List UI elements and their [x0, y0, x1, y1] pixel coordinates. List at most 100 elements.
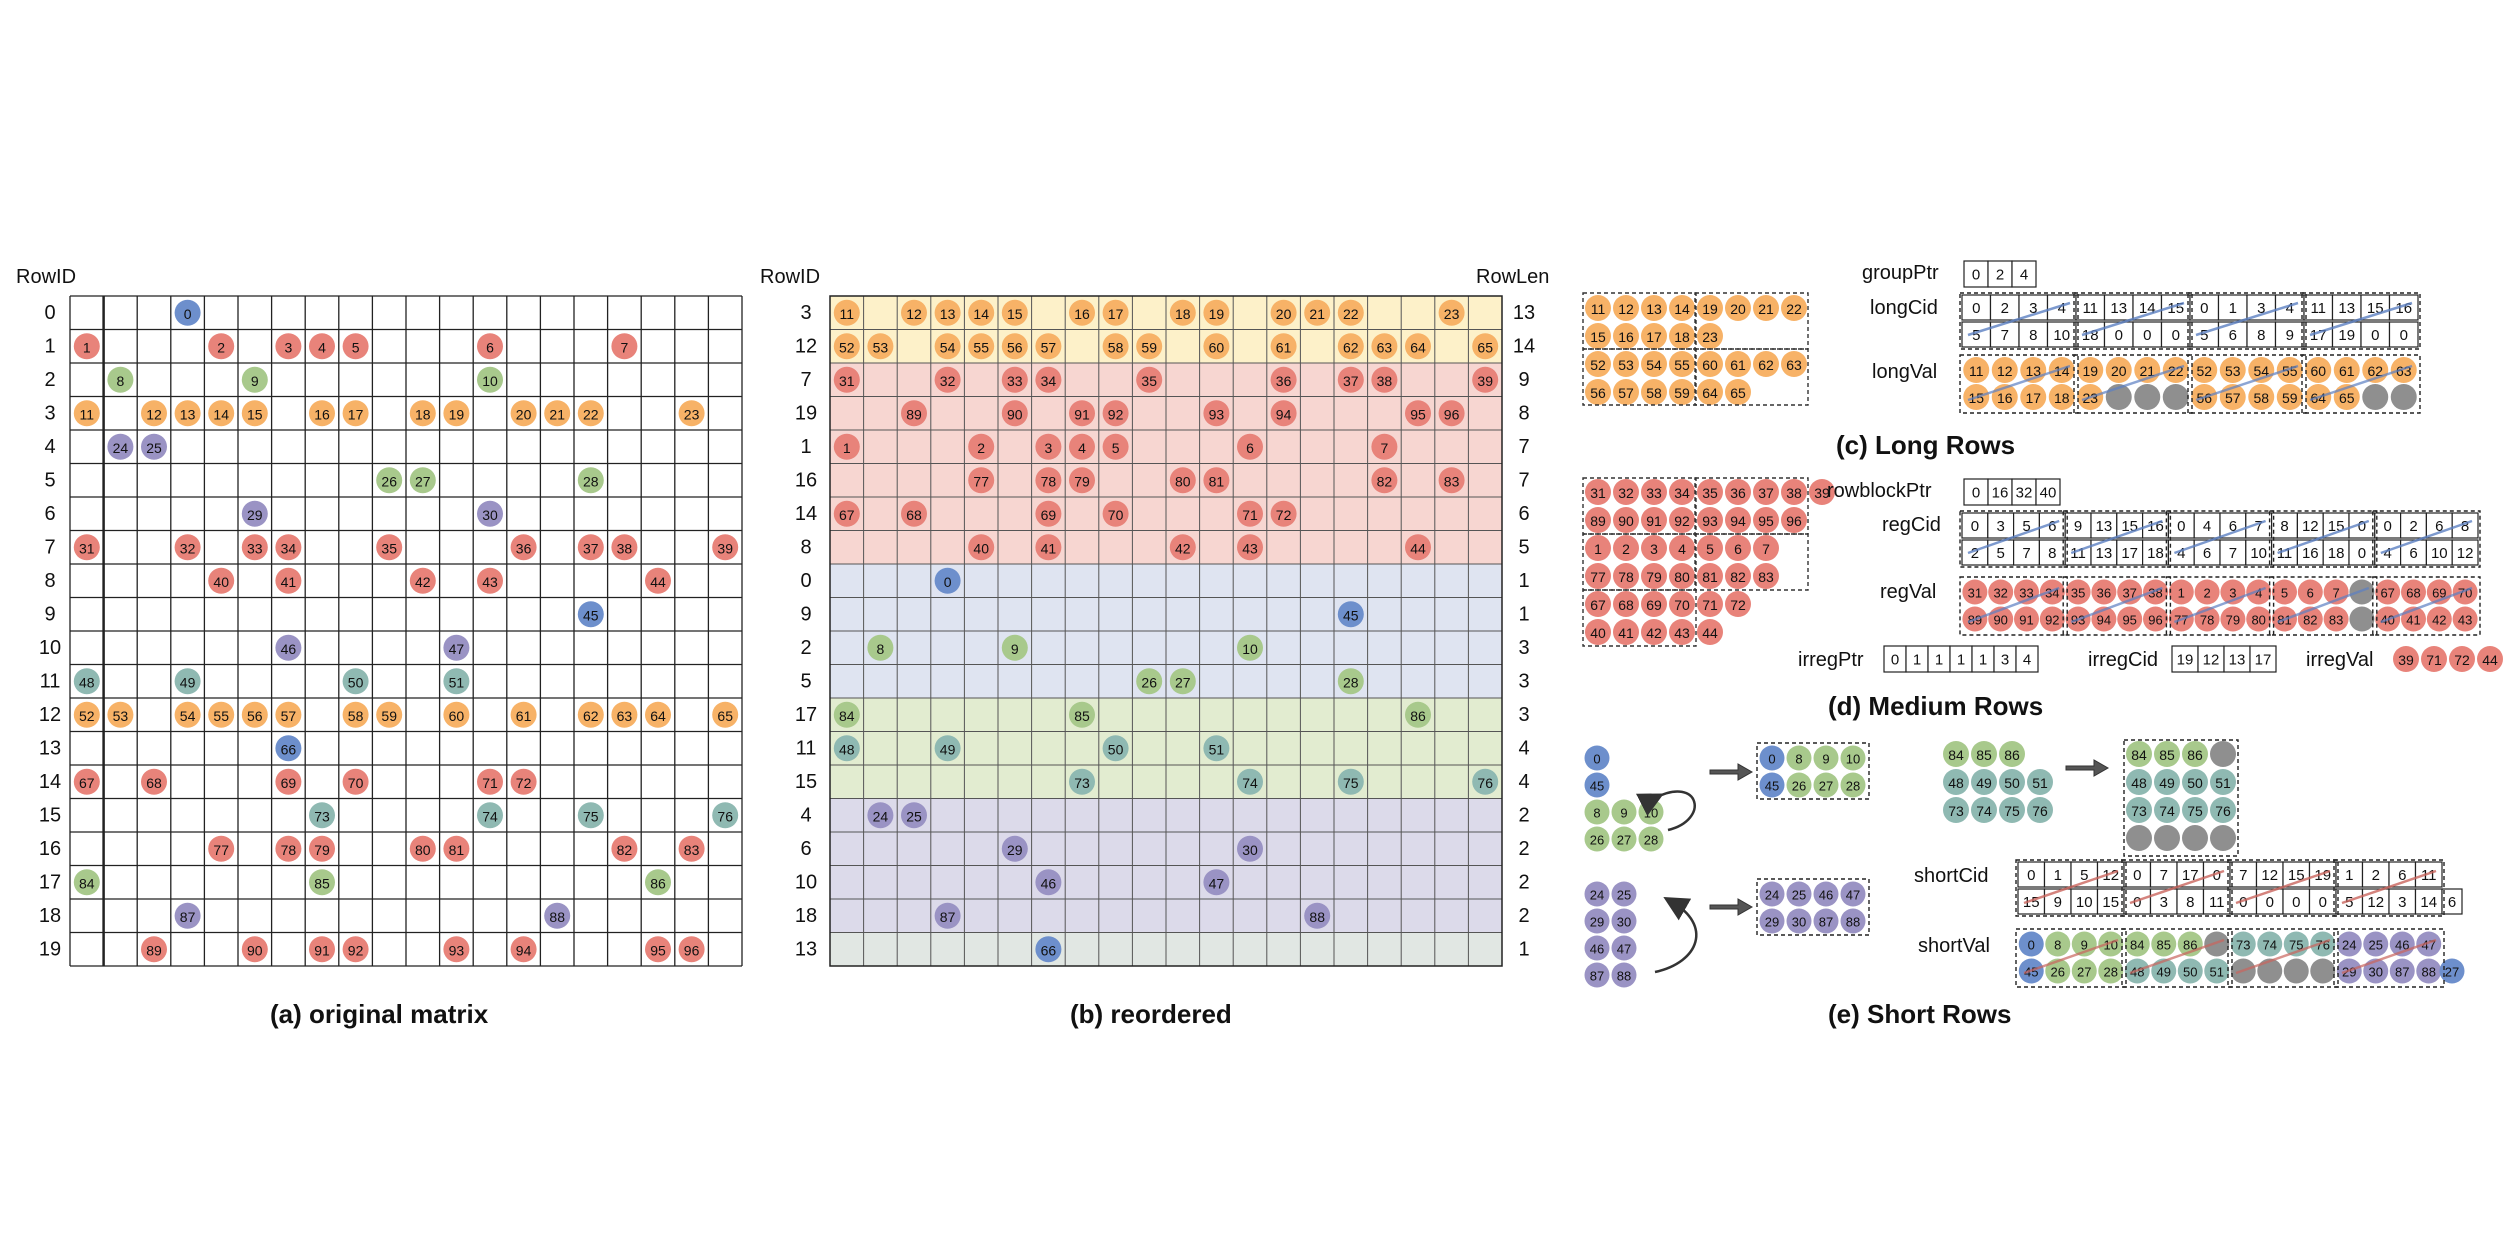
- element-value: 91: [314, 942, 330, 958]
- element-value: 88: [2422, 965, 2436, 980]
- short-cid-cell: [2096, 888, 2125, 915]
- rowblock-ptr-cell: [1963, 478, 1989, 506]
- reg-val-element: [2401, 579, 2426, 605]
- matrix-element: [833, 333, 860, 360]
- reg-cid-value: 7: [2229, 545, 2237, 562]
- tile-frame: [2015, 859, 2127, 917]
- reg-cid-value: 4: [2203, 518, 2211, 535]
- element-value: 85: [314, 875, 330, 891]
- value-circle: [1971, 741, 1997, 767]
- matrix-element: [1203, 735, 1230, 762]
- element-value: 20: [1730, 301, 1746, 317]
- value-circle: [1813, 772, 1839, 798]
- matrix-element: [107, 701, 134, 728]
- matrix-element: [275, 735, 302, 762]
- element-value: 90: [1618, 513, 1634, 529]
- value-circle: [1753, 479, 1779, 505]
- value-circle: [1943, 769, 1969, 795]
- element-value: 28: [583, 473, 599, 489]
- element-value: 2: [2203, 586, 2210, 601]
- matrix-element: [1237, 534, 1263, 561]
- element-value: 55: [213, 708, 229, 724]
- reg-val-element: [2168, 579, 2194, 605]
- element-value: 8: [117, 373, 125, 389]
- reg-cid-cell: [2090, 512, 2118, 539]
- element-value: 21: [549, 406, 565, 422]
- matrix-element: [1237, 500, 1263, 527]
- row-id-label: 18: [795, 905, 817, 927]
- reg-cid-value: 10: [2431, 545, 2448, 562]
- traversal-stroke: [2023, 938, 2119, 975]
- element-value: 50: [2183, 965, 2197, 980]
- element-value: 23: [1702, 329, 1718, 345]
- element-value: 36: [2097, 586, 2111, 601]
- reg-cid-value: 18: [2328, 545, 2345, 562]
- matrix-element: [275, 534, 302, 561]
- reg-val-element: [2194, 579, 2220, 605]
- element-value: 70: [1674, 597, 1690, 613]
- block-arrow: [2065, 759, 2110, 777]
- short-cid-value: 0: [2292, 894, 2300, 911]
- element-value: 8: [877, 641, 885, 657]
- element-value: 34: [1041, 373, 1057, 389]
- value-circle: [1611, 799, 1637, 825]
- element-value: 48: [1948, 775, 1964, 791]
- reg-cid-cell: [2064, 539, 2092, 566]
- value-circle: [1613, 379, 1639, 405]
- value-circle: [1725, 295, 1751, 321]
- value-circle: [1585, 379, 1611, 405]
- rowblock-ptr-cell: [2035, 478, 2061, 506]
- tile-frame: [2187, 292, 2307, 350]
- row-id-label: 19: [39, 938, 61, 960]
- element-value: 24: [113, 440, 129, 456]
- element-value: 94: [2097, 613, 2111, 628]
- value-circle: [1669, 379, 1695, 405]
- element-value: 3: [1650, 541, 1658, 557]
- short-cid-cell: [2361, 861, 2390, 888]
- matrix-element: [901, 802, 927, 829]
- element-value: 41: [1041, 540, 1057, 556]
- reg-val-element: [2349, 579, 2375, 605]
- tile-frame: [2165, 576, 2275, 636]
- matrix-element: [275, 333, 302, 360]
- matrix-element: [1337, 601, 1364, 628]
- matrix-element: [275, 768, 302, 795]
- value-circle: [1584, 799, 1610, 825]
- element-value: 36: [1276, 373, 1292, 389]
- row-length-label: 5: [1518, 536, 1529, 558]
- tile-frame: [1959, 510, 2068, 568]
- element-value: 12: [1618, 301, 1634, 317]
- element-value: 17: [2025, 390, 2041, 406]
- element-value: 25: [2369, 938, 2383, 953]
- element-value: 35: [2071, 586, 2085, 601]
- tile-frame: [2301, 354, 2421, 414]
- value-circle: [1584, 745, 1610, 771]
- element-value: 92: [2045, 613, 2059, 628]
- reg-cid-value: 13: [2096, 518, 2113, 535]
- row-length-label: 2: [1518, 905, 1529, 927]
- element-value: 18: [415, 406, 431, 422]
- short-cid-label: shortCid: [1914, 865, 1988, 887]
- row-length-label: 7: [1518, 436, 1529, 458]
- matrix-element: [833, 701, 860, 728]
- element-value: 12: [1997, 363, 2013, 379]
- matrix-element: [1371, 333, 1398, 360]
- long-val-element: [2077, 357, 2104, 383]
- element-value: 27: [415, 473, 431, 489]
- value-circle: [1669, 479, 1695, 505]
- element-value: 34: [281, 540, 297, 556]
- value-circle: [2027, 769, 2053, 795]
- value-circle: [1611, 962, 1637, 988]
- tile-frame: [2333, 859, 2445, 917]
- matrix-element: [712, 802, 739, 829]
- long-cid-cell: [2189, 294, 2220, 321]
- short-cid-cell: [2282, 888, 2311, 915]
- short-cid-cell: [2017, 861, 2046, 888]
- short-val-element: [2098, 931, 2124, 957]
- element-value: 22: [1343, 306, 1359, 322]
- irreg-ptr-value: 4: [2023, 652, 2031, 669]
- short-cid-cell: [2070, 888, 2099, 915]
- reg-cid-cell: [2116, 539, 2144, 566]
- element-value: 46: [281, 641, 297, 657]
